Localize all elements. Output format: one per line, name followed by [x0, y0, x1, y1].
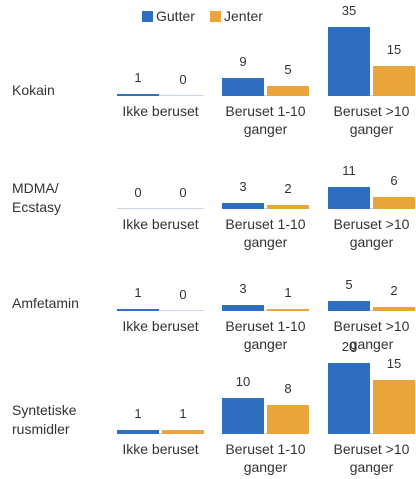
x-tick-label: Beruset 1-10 ganger [225, 103, 306, 137]
baseline [328, 310, 415, 311]
x-tick-label: Ikke beruset [122, 441, 199, 457]
value-label: 1 [284, 285, 292, 301]
x-tick-label: Beruset >10 ganger [333, 216, 410, 250]
bar [373, 66, 415, 96]
bar [162, 430, 204, 434]
value-label: 1 [134, 285, 142, 301]
bar [373, 307, 415, 311]
bar [373, 380, 415, 434]
bar [328, 187, 370, 209]
baseline [222, 95, 309, 96]
x-tick-label: Beruset 1-10 ganger [225, 441, 306, 475]
value-label: 2 [390, 283, 398, 299]
value-label: 0 [134, 185, 142, 200]
legend-label: Jenter [224, 8, 263, 24]
legend-label: Gutter [156, 8, 195, 24]
x-tick-label: Beruset >10 ganger [333, 318, 410, 352]
value-label: 3 [239, 179, 247, 195]
x-tick-label: Beruset 1-10 ganger [225, 318, 306, 352]
value-label: 1 [134, 70, 142, 86]
baseline [117, 310, 204, 311]
value-label: 20 [341, 338, 357, 354]
value-label: 35 [341, 2, 357, 18]
x-tick-label: Ikke beruset [122, 103, 199, 119]
baseline [328, 433, 415, 434]
value-label: 10 [235, 374, 251, 390]
value-label: 5 [284, 62, 292, 78]
panel-label: Syntetiske rusmidler [12, 402, 77, 437]
bar [373, 197, 415, 209]
bar [222, 305, 264, 311]
bar [328, 362, 370, 434]
value-label: 1 [179, 406, 187, 422]
baseline [117, 95, 204, 96]
baseline [222, 208, 309, 209]
value-label: 1 [134, 406, 142, 422]
value-label: 15 [386, 42, 402, 58]
baseline [117, 433, 204, 434]
x-tick-label: Beruset 1-10 ganger [225, 216, 306, 250]
panel-label: Kokain [12, 82, 55, 98]
value-label: 0 [179, 72, 187, 87]
x-tick-label: Ikke beruset [122, 216, 199, 232]
baseline [328, 95, 415, 96]
baseline [328, 208, 415, 209]
baseline [117, 208, 204, 209]
bar [117, 430, 159, 434]
bar [267, 309, 309, 311]
bar [267, 205, 309, 209]
value-label: 8 [284, 381, 292, 397]
legend-swatch [142, 11, 153, 22]
bar [117, 94, 159, 96]
x-tick-label: Beruset >10 ganger [333, 103, 410, 137]
x-tick-label: Ikke beruset [122, 318, 199, 334]
value-label: 2 [284, 181, 292, 197]
value-label: 5 [345, 277, 353, 293]
x-tick-label: Beruset >10 ganger [333, 441, 410, 475]
bar [222, 398, 264, 434]
value-label: 0 [179, 185, 187, 200]
bar [328, 301, 370, 311]
value-label: 3 [239, 281, 247, 297]
bar [117, 309, 159, 311]
legend-swatch [210, 11, 221, 22]
bar [222, 78, 264, 96]
bar [267, 86, 309, 96]
value-label: 15 [386, 356, 402, 372]
bar [267, 405, 309, 434]
baseline [222, 310, 309, 311]
value-label: 0 [179, 287, 187, 302]
bar [222, 203, 264, 209]
value-label: 11 [342, 163, 356, 179]
bar [328, 26, 370, 96]
panel-label: Amfetamin [12, 295, 79, 311]
panel-label: MDMA/ Ecstasy [12, 180, 62, 215]
baseline [222, 433, 309, 434]
value-label: 9 [239, 54, 247, 70]
value-label: 6 [390, 173, 398, 189]
